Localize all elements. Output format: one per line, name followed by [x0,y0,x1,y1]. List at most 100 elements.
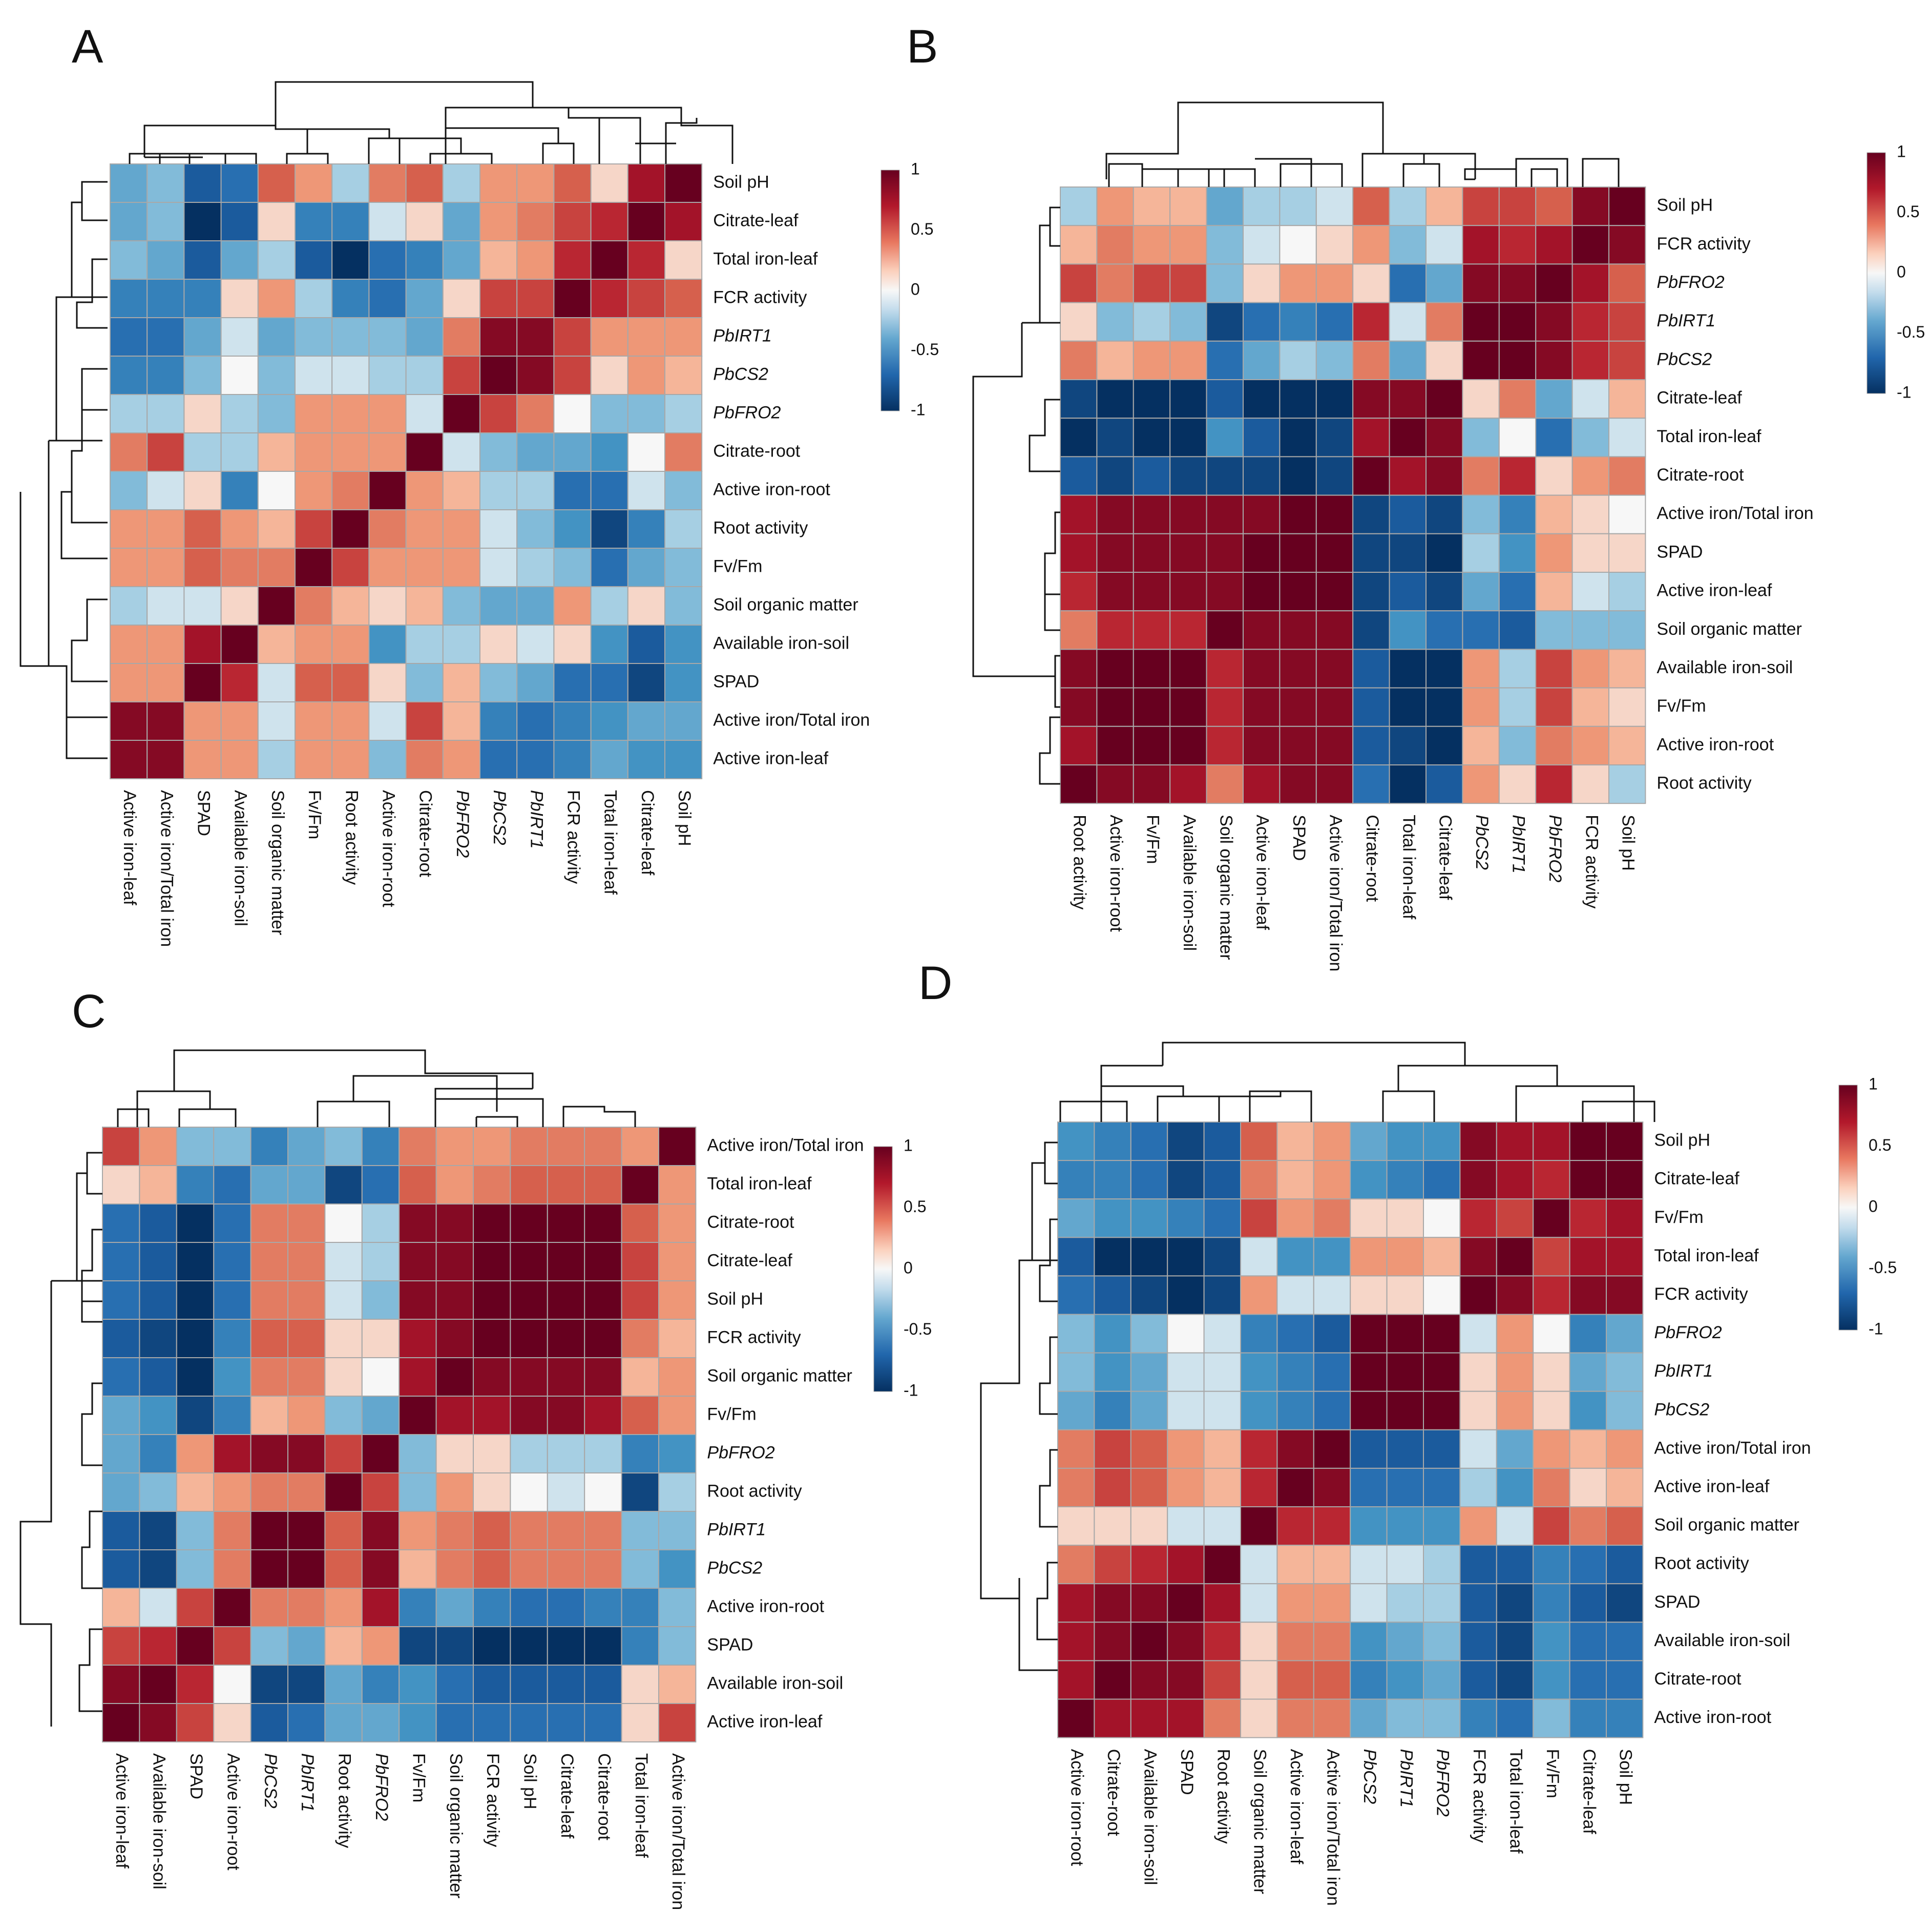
heatmap-cell [176,1588,215,1627]
heatmap-cell [220,740,259,779]
column-label-fcr-activity: FCR activity [1470,1749,1489,1843]
heatmap-cell [102,1626,140,1666]
row-label-soil-organic-matter: Soil organic matter [707,1366,852,1385]
heatmap-cell [1606,1545,1644,1585]
heatmap-cell [361,1127,400,1166]
heatmap-cell [361,1665,400,1704]
column-label-pbirt1: PbIRT1 [1396,1749,1416,1808]
heatmap-cell [324,1588,363,1627]
heatmap-cell [1459,1314,1497,1354]
heatmap-cell [257,202,296,241]
heatmap-cell [1352,186,1390,226]
heatmap-cell [287,1127,326,1166]
row-label-citrate-root: Citrate-root [713,441,801,461]
heatmap-cell [1389,186,1427,226]
colorbar-b-border [1867,152,1886,394]
heatmap-cell [1096,418,1134,458]
heatmap-cell [331,471,370,510]
heatmap-cell [1240,1121,1278,1161]
heatmap-cell [658,1203,697,1243]
heatmap-cell [146,663,185,702]
row-label-soil-ph: Soil pH [713,172,769,192]
row-label-soil-ph: Soil pH [1654,1131,1710,1150]
heatmap-cell [361,1280,400,1320]
heatmap-cell [1279,649,1317,689]
heatmap-cell [1167,1237,1205,1277]
heatmap-cell [1315,456,1354,496]
heatmap-cell [1243,263,1281,303]
heatmap-cell [405,548,444,587]
column-label-pbirt1: PbIRT1 [298,1753,317,1812]
heatmap-cell [1276,1314,1314,1354]
heatmap-cell [1386,1198,1424,1238]
heatmap-cell [1350,1467,1388,1507]
row-label-pbcs2: PbCS2 [1657,349,1712,369]
heatmap-cell [405,240,444,280]
heatmap-cell [510,1588,548,1627]
heatmap-cell [1462,456,1500,496]
heatmap-cell [1352,225,1390,265]
heatmap-cell [1459,1698,1497,1738]
heatmap-cell [1459,1390,1497,1430]
heatmap-cell [1206,494,1244,534]
heatmap-cell [1350,1352,1388,1392]
row-label-pbcs2: PbCS2 [707,1558,762,1577]
heatmap-cell [1462,418,1500,458]
heatmap-cell [435,1357,474,1397]
heatmap-cell [183,356,222,395]
heatmap-cell [1352,379,1390,419]
heatmap-cell [1313,1121,1351,1161]
heatmap-cell [1206,572,1244,612]
heatmap-cell [295,394,333,433]
heatmap-cell [1350,1545,1388,1585]
heatmap-cell [1496,1622,1534,1661]
heatmap-cell [1569,1237,1607,1277]
heatmap-cell [361,1203,400,1243]
heatmap-cell [1608,725,1646,766]
heatmap-cell [1276,1198,1314,1238]
heatmap-cell [1130,1467,1168,1507]
heatmap-cell [1535,725,1573,766]
heatmap-cell [442,432,480,472]
heatmap-cell [664,394,703,433]
heatmap-cell [442,394,480,433]
heatmap-cell [139,1280,177,1320]
heatmap-cell [1350,1275,1388,1315]
row-label-citrate-root: Citrate-root [1657,465,1744,485]
heatmap-cell [658,1165,697,1204]
heatmap-cell [547,1549,585,1589]
heatmap-cell [1279,225,1317,265]
heatmap-cell [183,701,222,741]
heatmap-cell [1352,764,1390,804]
column-label-active-iron-leaf: Active iron-leaf [112,1753,132,1868]
row-label-citrate-leaf: Citrate-leaf [1657,388,1742,408]
heatmap-cell [553,279,592,318]
heatmap-cell [1096,379,1134,419]
column-label-soil-organic-matter: Soil organic matter [446,1753,466,1898]
heatmap-cell [1608,418,1646,458]
column-label-citrate-root: Citrate-root [594,1753,614,1841]
heatmap-cell [220,548,259,587]
heatmap-cell [220,356,259,395]
heatmap-cell [1094,1660,1131,1700]
heatmap-cell [664,548,703,587]
heatmap-cell [1386,1352,1424,1392]
heatmap-cell [1243,649,1281,689]
heatmap-cell [139,1127,177,1166]
heatmap-cell [1203,1275,1242,1315]
heatmap-cell [405,394,444,433]
heatmap-cell [139,1203,177,1243]
heatmap-cell [1279,379,1317,419]
column-label-active-iron-root: Active iron-root [223,1753,243,1871]
heatmap-cell [331,663,370,702]
heatmap-cell [1243,340,1281,380]
column-label-fcr-activity: FCR activity [483,1753,502,1847]
heatmap-cell [1313,1237,1351,1277]
heatmap-cell [399,1203,437,1243]
heatmap-cell [1243,764,1281,804]
heatmap-cell [1425,610,1463,650]
heatmap-cell [361,1472,400,1512]
column-label-root-activity: Root activity [1070,815,1089,909]
heatmap-cell [1571,687,1610,727]
heatmap-cell [183,279,222,318]
